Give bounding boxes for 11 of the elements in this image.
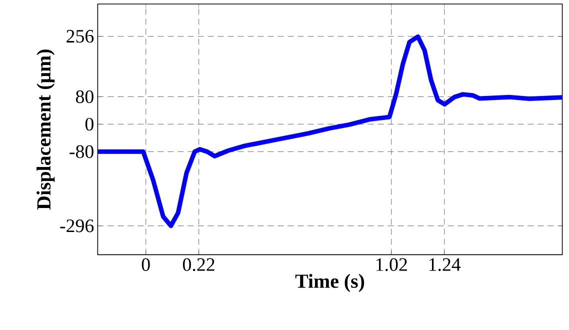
y-tick-label: -80 [70,145,94,158]
x-axis-title: Time (s) [295,274,364,292]
x-tick-label: 1.02 [376,258,407,272]
x-tick-label: 0 [142,258,150,271]
y-tick-label: 0 [85,118,94,131]
y-axis-title: Displacement (μm) [36,50,55,210]
y-tick-label: 80 [76,90,94,104]
x-tick-label: 1.24 [429,258,461,272]
y-tick-label: 256 [66,30,94,43]
y-tick-label: -296 [60,219,94,232]
x-tick-label: 0.22 [182,258,214,272]
